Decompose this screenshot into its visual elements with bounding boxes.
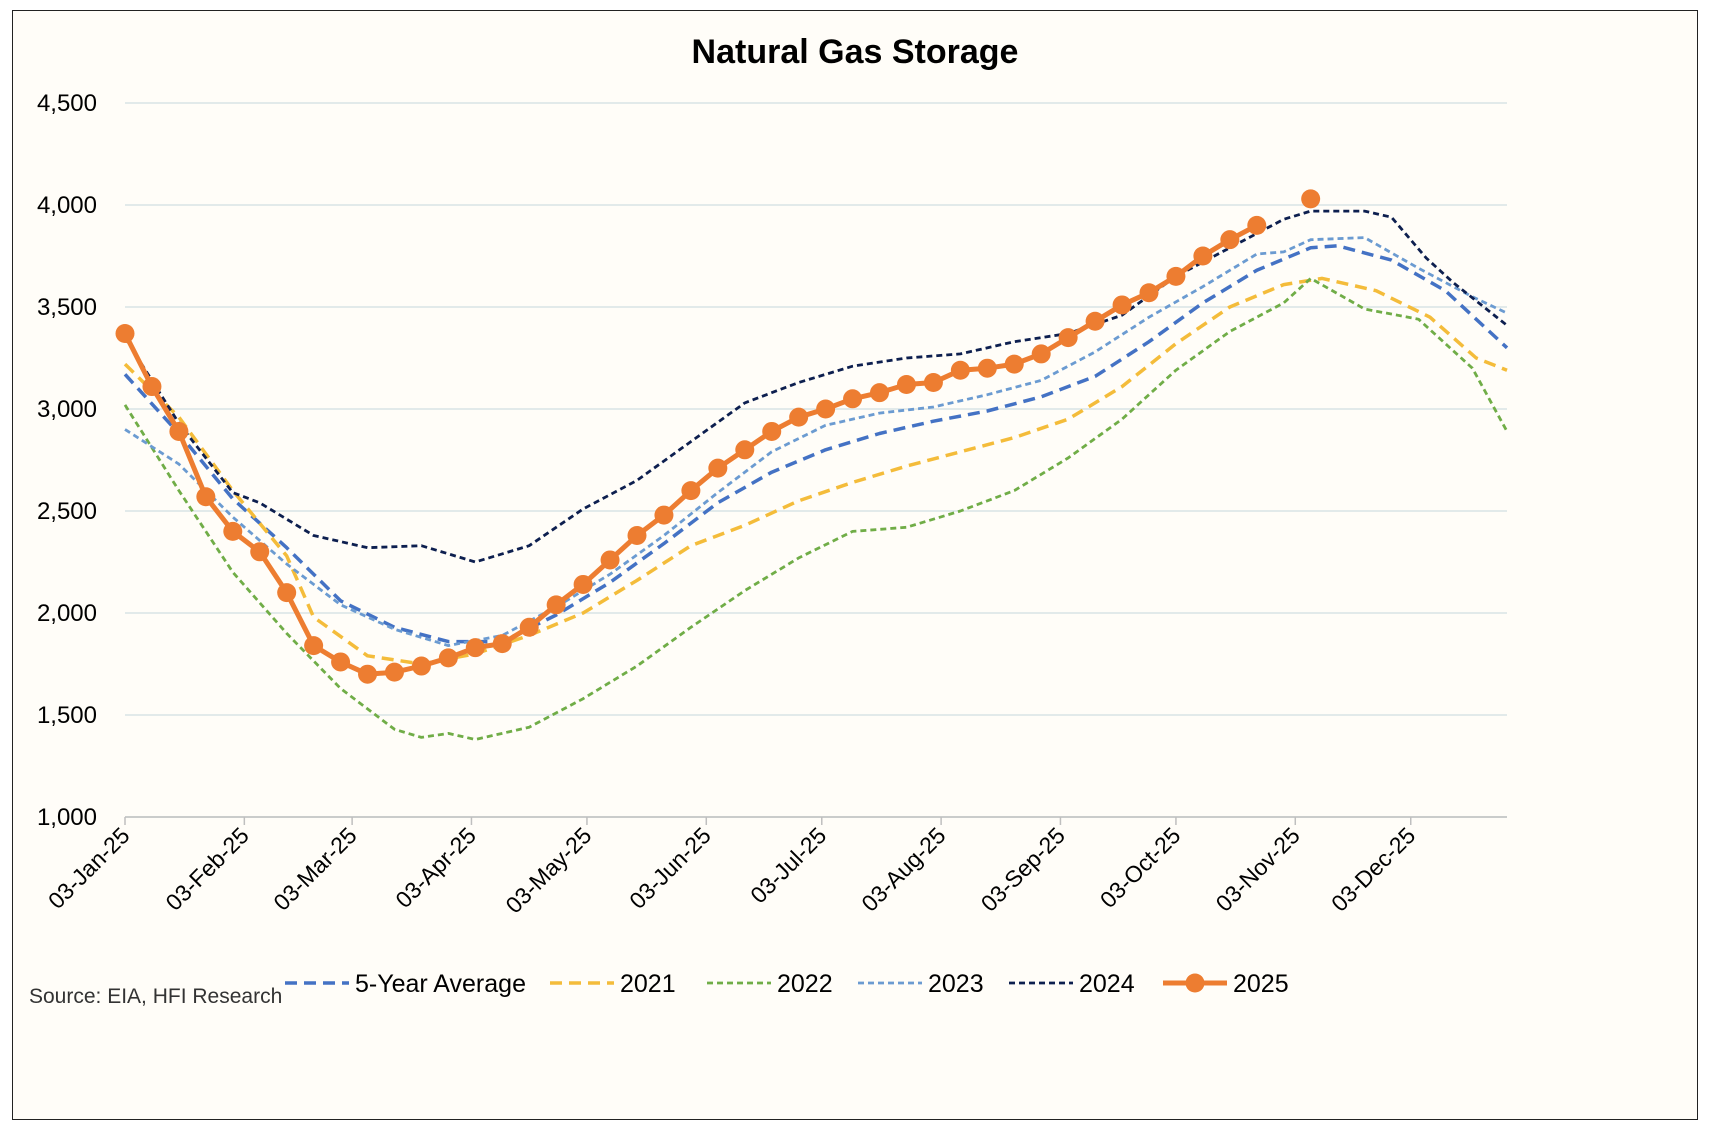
data-point-2025 <box>600 550 620 570</box>
series-5-year-average <box>123 244 1509 644</box>
series-line-2025 <box>122 223 1258 677</box>
y-tick-label: 1,500 <box>37 702 97 729</box>
data-point-2025 <box>1139 283 1159 303</box>
data-point-2025 <box>1301 189 1321 209</box>
y-tick-label: 2,500 <box>37 498 97 525</box>
data-point-2025 <box>304 636 324 656</box>
legend-label: 2024 <box>1079 970 1135 998</box>
data-point-2025 <box>438 648 458 668</box>
natural-gas-storage-chart: Natural Gas Storage 1,000 1,500 2,000 2,500… <box>29 33 1509 1008</box>
data-point-2025 <box>708 458 728 478</box>
series-2025 <box>115 189 1321 684</box>
data-point-2025 <box>546 595 566 615</box>
data-point-2025 <box>142 377 162 397</box>
data-point-2025 <box>411 656 431 676</box>
data-point-2025 <box>196 487 216 507</box>
data-point-2025 <box>762 421 782 441</box>
data-point-2025 <box>223 521 243 541</box>
series-line-5-year-average <box>123 244 1509 644</box>
data-point-2025 <box>627 525 647 545</box>
legend-label: 2025 <box>1233 970 1289 998</box>
x-tick-label: 03-Mar-25 <box>268 822 361 915</box>
data-point-2025 <box>789 407 809 427</box>
data-point-2025 <box>681 481 701 501</box>
legend-label: 2022 <box>777 970 833 998</box>
data-point-2025 <box>1166 266 1186 286</box>
series-2024 <box>123 209 1508 564</box>
source-note: Source: EIA, HFI Research <box>29 985 282 1008</box>
x-tick-label: 03-May-25 <box>500 822 596 918</box>
data-point-2025 <box>331 652 351 672</box>
legend-item-2023: 2023 <box>858 970 984 998</box>
data-point-2025 <box>1247 215 1267 235</box>
data-point-2025 <box>1004 354 1024 374</box>
x-tick-label: 03-Sep-25 <box>976 822 1070 916</box>
legend-label: 2021 <box>620 970 676 998</box>
x-tick-label: 03-Jan-25 <box>43 822 135 914</box>
data-point-2025 <box>923 372 943 392</box>
data-point-2025 <box>896 375 916 395</box>
data-point-2025 <box>735 440 755 460</box>
y-tick-label: 3,500 <box>37 294 97 321</box>
series-2022 <box>123 277 1509 741</box>
series-2021 <box>123 276 1508 666</box>
y-tick-label: 4,000 <box>37 192 97 219</box>
legend-item-5-year-average: 5-Year Average <box>285 970 526 998</box>
legend-label: 2023 <box>928 970 984 998</box>
data-point-2025 <box>654 505 674 525</box>
data-point-2025 <box>870 383 890 403</box>
y-tick-label: 3,000 <box>37 396 97 423</box>
data-point-2025 <box>277 583 297 603</box>
data-point-2025 <box>250 542 270 562</box>
series-lines <box>115 189 1509 741</box>
series-line-2023 <box>124 236 1508 647</box>
data-point-2025 <box>573 574 593 594</box>
legend-label: 5-Year Average <box>355 970 526 998</box>
data-point-2025 <box>384 662 404 682</box>
series-line-2024 <box>123 209 1508 564</box>
y-tick-label: 4,500 <box>37 90 97 117</box>
data-point-2025 <box>115 324 135 344</box>
data-point-2025 <box>1112 295 1132 315</box>
legend-item-2024: 2024 <box>1009 970 1135 998</box>
data-point-2025 <box>169 421 189 441</box>
series-line-2022 <box>123 277 1509 741</box>
y-tick-label: 2,000 <box>37 600 97 627</box>
legend-item-2021: 2021 <box>550 970 676 998</box>
data-point-2025 <box>977 358 997 378</box>
legend-marker <box>1185 973 1205 993</box>
x-tick-label: 03-Jun-25 <box>624 822 716 914</box>
x-tick-label: 03-Oct-25 <box>1095 822 1186 913</box>
axes: 1,000 1,500 2,000 2,500 3,000 3,500 4,000 4,500… <box>37 90 1507 918</box>
data-point-2025 <box>843 389 863 409</box>
legend-item-2025: 2025 <box>1163 970 1289 998</box>
legend-item-2022: 2022 <box>707 970 833 998</box>
x-tick-label: 03-Nov-25 <box>1210 822 1304 916</box>
data-point-2025 <box>1031 344 1051 364</box>
x-tick-label: 03-Aug-25 <box>856 822 950 916</box>
data-point-2025 <box>950 360 970 380</box>
data-point-2025 <box>1220 230 1240 250</box>
data-point-2025 <box>492 634 512 654</box>
data-point-2025 <box>816 399 836 419</box>
chart-title: Natural Gas Storage <box>692 33 1019 71</box>
chart-frame: Natural Gas Storage 1,000 1,500 2,000 2,500… <box>12 10 1698 1120</box>
data-point-2025 <box>1193 246 1213 266</box>
x-tick-label: 03-Jul-25 <box>745 822 831 908</box>
legend: 5-Year Average 2021 2022 2023 2024 2025 <box>285 970 1289 998</box>
x-tick-label: 03-Dec-25 <box>1326 822 1420 916</box>
data-point-2025 <box>465 638 485 658</box>
data-point-2025 <box>519 617 539 637</box>
data-point-2025 <box>1058 328 1078 348</box>
data-point-2025 <box>1085 311 1105 331</box>
data-point-2025 <box>358 664 378 684</box>
series-line-2021 <box>123 276 1508 666</box>
x-tick-label: 03-Feb-25 <box>160 822 253 915</box>
series-2023 <box>124 236 1508 647</box>
x-tick-label: 03-Apr-25 <box>390 822 481 913</box>
gridlines <box>125 102 1507 818</box>
y-tick-label: 1,000 <box>37 804 97 831</box>
